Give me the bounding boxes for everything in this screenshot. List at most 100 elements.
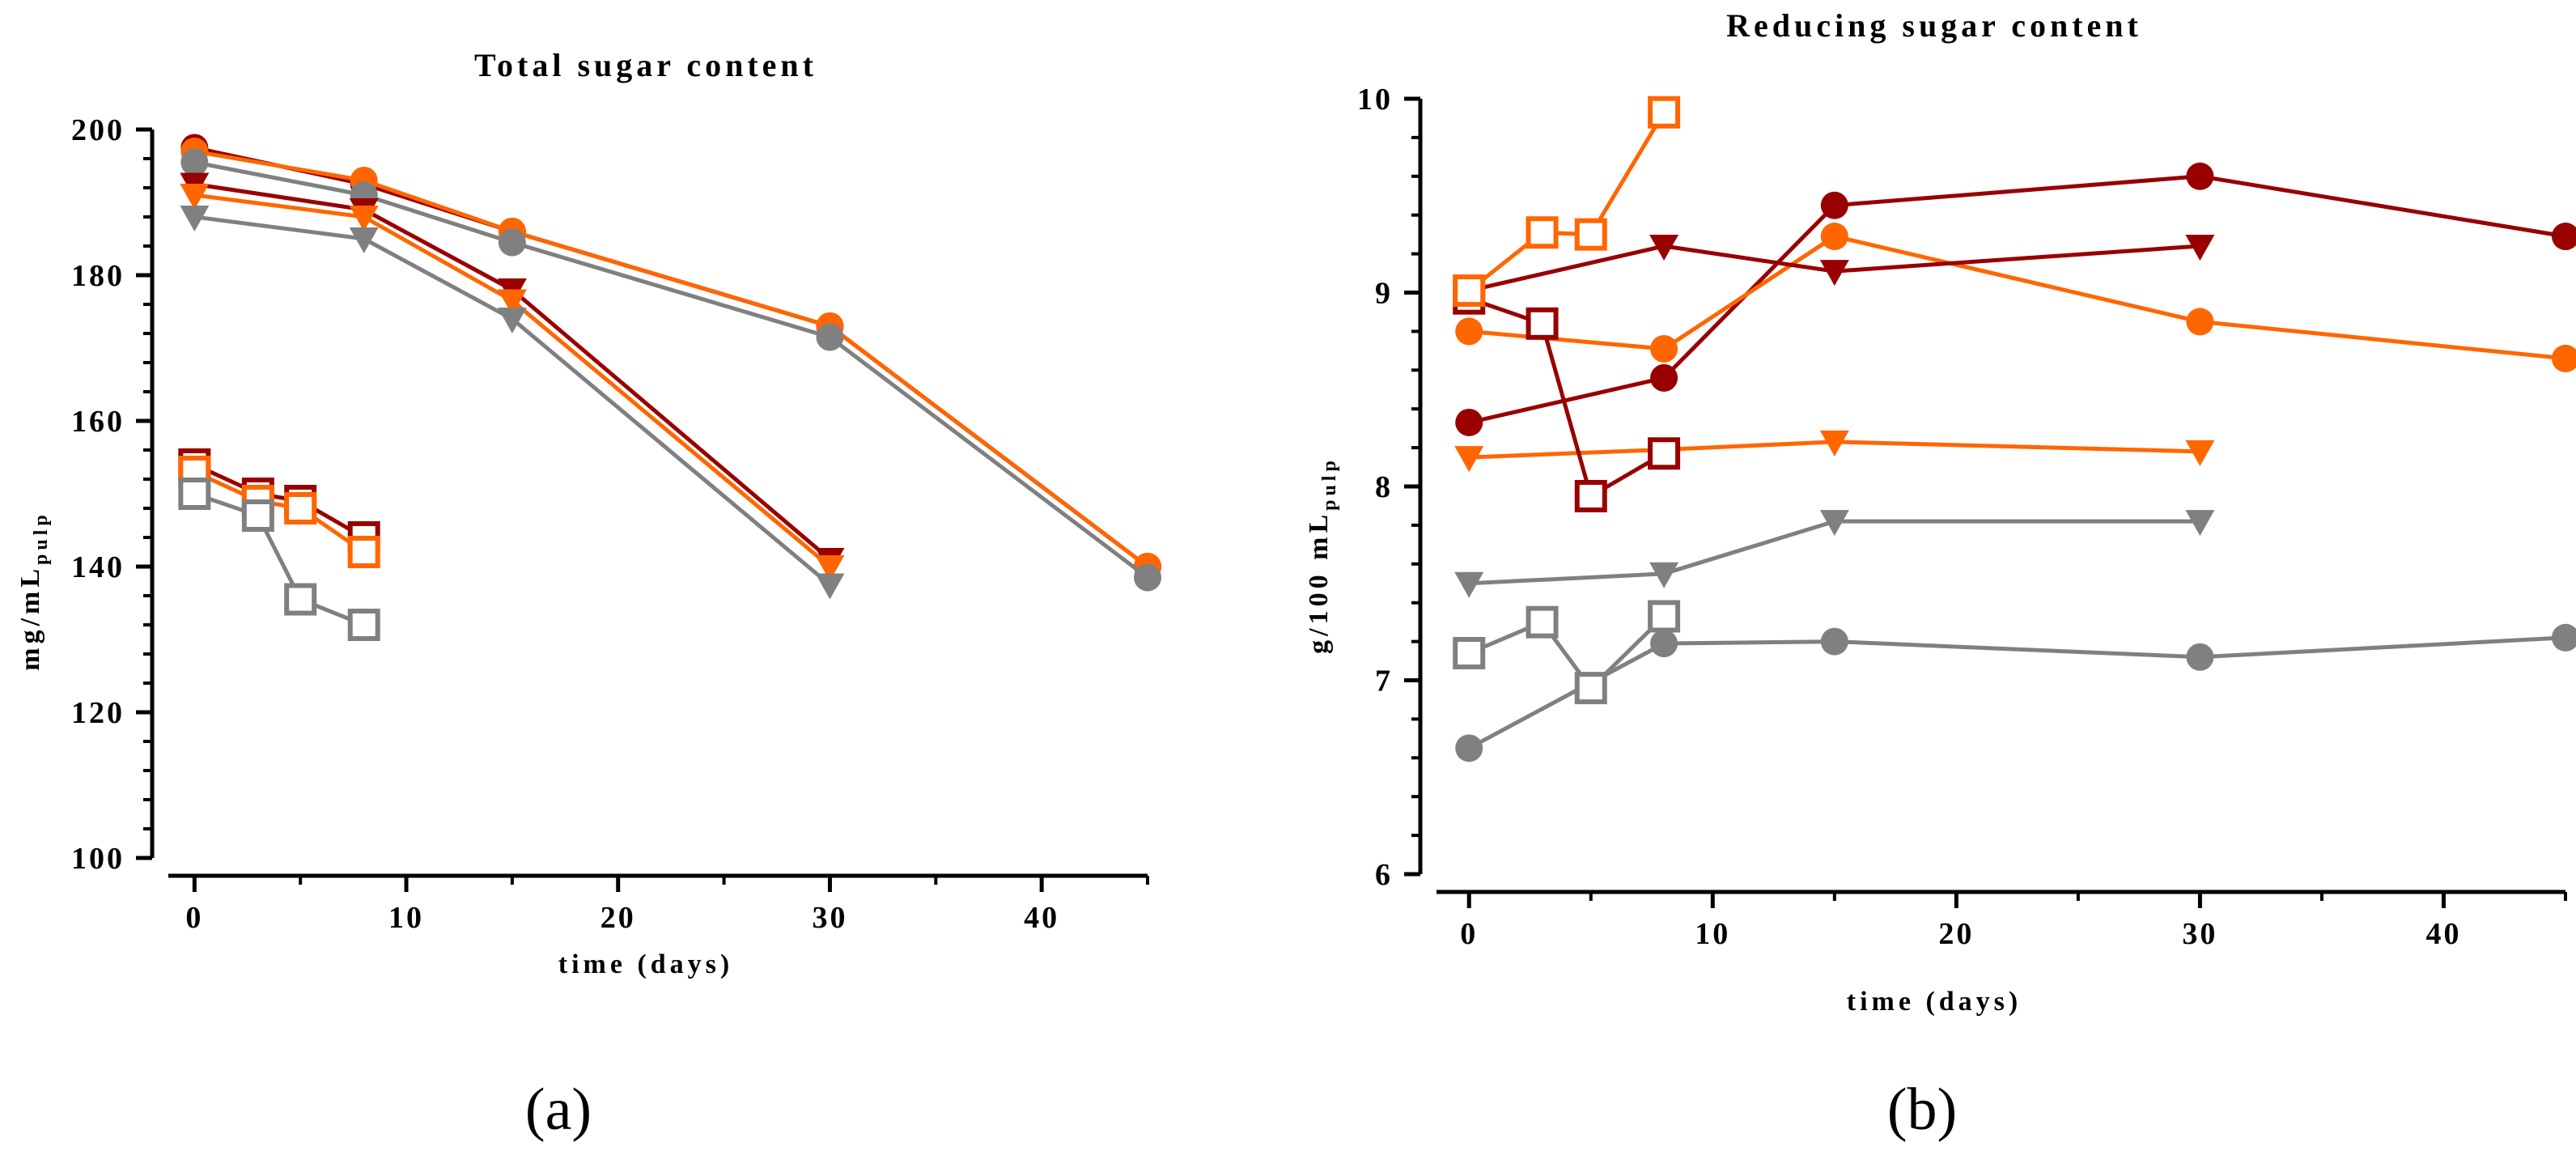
chart-b-x-tick-label: 0 <box>1460 917 1478 951</box>
chart-a-point-grey-square <box>347 609 380 641</box>
chart-b-point-orange-triangle <box>1454 446 1484 473</box>
chart-a-point-grey-circle <box>498 228 526 257</box>
chart-b-point-grey-square <box>1574 672 1607 705</box>
chart-a-point-grey-square <box>241 499 274 532</box>
chart-b-series-line-grey-square <box>1468 614 1666 690</box>
chart-b-axes: 6 7 8 9 10 0 10 20 30 40 <box>1357 83 2567 951</box>
chart-b-point-orange-triangle <box>1819 430 1849 456</box>
chart-a-point-grey-square <box>178 478 211 510</box>
chart-a-y-tick-label: 200 <box>71 113 125 147</box>
chart-b-point-orange-circle <box>2186 308 2214 336</box>
chart-b-point-orange-triangle <box>2185 439 2215 466</box>
chart-b-series-line-grey-circle <box>1468 635 2566 750</box>
chart-b-x-tick-label: 10 <box>1695 917 1730 951</box>
chart-b-series-line-orange-square <box>1467 111 1666 293</box>
chart-a-series-line-orange-triangle <box>193 193 832 568</box>
chart-b-point-orange-circle <box>2552 344 2576 372</box>
chart-a-point-orange-triangle <box>349 206 379 231</box>
chart-b-y-tick-label: 10 <box>1357 83 1393 117</box>
chart-b-point-grey-square <box>1648 600 1681 633</box>
chart-a-point-orange-triangle <box>815 555 845 581</box>
chart-b-y-tick-label: 9 <box>1375 277 1393 311</box>
chart-b-point-dark-red-triangle <box>1819 260 1849 287</box>
chart-b-point-grey-square <box>1453 636 1486 669</box>
chart-b-point-grey-triangle <box>1819 510 1849 537</box>
chart-b-point-dark-red-circle <box>2552 223 2576 251</box>
chart-b-xlabel: time (days) <box>1847 987 2022 1017</box>
chart-b-point-dark-red-triangle <box>1649 235 1679 261</box>
chart-b-point-grey-circle <box>1650 629 1678 657</box>
chart-b-point-dark-red-circle <box>1650 363 1678 392</box>
chart-b-point-orange-square <box>1453 274 1486 308</box>
chart-b-point-dark-red-square <box>1574 479 1607 512</box>
chart-b-y-tick-label: 6 <box>1375 858 1393 892</box>
chart-b-series-line-dark-red-circle <box>1468 174 2566 425</box>
chart-b-point-dark-red-circle <box>1455 408 1483 436</box>
chart-a-y-tick-label: 120 <box>71 696 125 730</box>
chart-a-point-grey-circle <box>180 148 209 176</box>
chart-a-xlabel: time (days) <box>558 949 733 979</box>
chart-a-series-line-dark-red-square <box>193 462 365 540</box>
chart-b-point-orange-circle <box>1650 334 1678 363</box>
chart-a-x-tick-label: 30 <box>812 901 847 935</box>
chart-a-series-line-dark-red-triangle <box>193 182 832 561</box>
chart-b-series-line-dark-red-square <box>1468 296 1666 499</box>
chart-a-y-tick-label: 100 <box>71 842 125 876</box>
chart-b-ylabel-sub: pulp <box>1319 456 1340 511</box>
chart-a-point-grey-square <box>284 583 317 616</box>
chart-b-point-dark-red-square <box>1648 437 1681 470</box>
chart-b-point-grey-circle <box>1820 627 1848 656</box>
chart-b-point-grey-triangle <box>2185 510 2215 537</box>
chart-a-x-tick-label: 0 <box>185 901 203 935</box>
chart-a-plot <box>178 134 1161 641</box>
chart-a-series-line-grey-square <box>193 491 365 627</box>
chart-a-point-orange-triangle <box>180 184 210 210</box>
chart-b-point-grey-triangle <box>1454 571 1484 598</box>
chart-b-ylabel-wrap: g/100 mLpulp <box>1304 456 1340 654</box>
chart-b-point-orange-square <box>1526 216 1559 249</box>
chart-a-point-grey-triangle <box>349 227 379 253</box>
chart-a-series-line-orange-square <box>193 469 366 554</box>
chart-b-point-orange-circle <box>1820 223 1848 251</box>
chart-a-series-line-grey-triangle <box>193 214 832 587</box>
chart-b-series-line-dark-red-triangle <box>1468 244 2200 293</box>
chart-b-point-orange-square <box>1648 96 1681 129</box>
chart-a-point-grey-triangle <box>815 573 845 600</box>
chart-b-series-line-grey-triangle <box>1469 519 2200 586</box>
chart-a-point-orange-square <box>347 536 380 568</box>
chart-a-ylabel-wrap: mg/mLpulp <box>15 511 52 671</box>
chart-a-point-grey-circle <box>1134 563 1161 592</box>
chart-a-y-tick-label: 160 <box>71 405 125 439</box>
chart-a-ylabel: mg/mL <box>15 565 45 671</box>
chart-b-point-grey-circle <box>1455 734 1483 762</box>
chart-b-title: Reducing sugar content <box>1726 7 2142 44</box>
chart-b-point-grey-circle <box>2186 643 2214 671</box>
chart-b-x-tick-label: 30 <box>2182 917 2217 951</box>
chart-a-axes: 100 120 140 160 180 200 0 10 20 30 40 <box>71 113 1149 935</box>
chart-a-panel-label: (a) <box>525 1076 592 1143</box>
chart-b-point-grey-circle <box>2552 623 2576 652</box>
chart-b-point-dark-red-triangle <box>2185 235 2215 261</box>
chart-b-ylabel: g/100 mL <box>1304 511 1334 654</box>
chart-b-point-dark-red-circle <box>1820 191 1848 219</box>
chart-a-ylabel-sub: pulp <box>31 511 52 565</box>
chart-a-y-tick-label: 180 <box>71 259 125 293</box>
chart-b-point-grey-triangle <box>1649 562 1679 588</box>
chart-b-panel-label: (b) <box>1887 1076 1957 1143</box>
chart-a-point-grey-triangle <box>180 206 210 231</box>
chart-a-series-line-dark-red-circle <box>193 146 1149 568</box>
chart-b-point-grey-square <box>1526 605 1559 639</box>
chart-b-point-dark-red-square <box>1526 307 1559 340</box>
chart-b-x-tick-label: 20 <box>1938 917 1974 951</box>
chart-a-point-orange-square <box>284 492 317 524</box>
chart-a-x-tick-label: 20 <box>601 901 636 935</box>
chart-b-point-dark-red-circle <box>2186 162 2214 190</box>
chart-b-y-tick-label: 7 <box>1375 665 1393 699</box>
chart-a-y-tick-label: 140 <box>71 550 125 584</box>
chart-b-point-orange-square <box>1574 218 1607 251</box>
chart-b-y-tick-label: 8 <box>1375 470 1393 504</box>
chart-a-point-grey-triangle <box>497 308 527 333</box>
chart-b-x-tick-label: 40 <box>2425 917 2461 951</box>
chart-a-x-tick-label: 40 <box>1024 901 1059 935</box>
chart-a-series-line-grey-circle <box>193 160 1149 580</box>
